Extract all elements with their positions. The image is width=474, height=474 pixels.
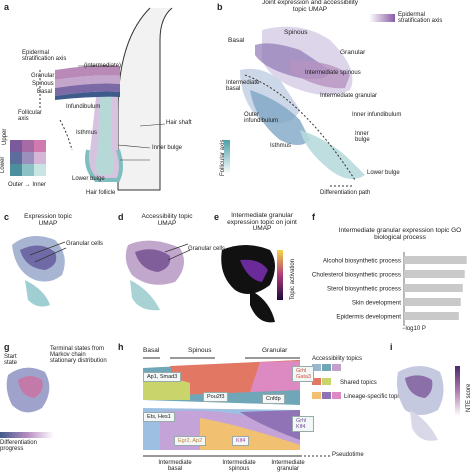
inner-bulge-label: Inner bulge (152, 145, 183, 151)
infundibulum-label: Infundibulum (66, 104, 101, 110)
h-spinous: Spinous (188, 347, 212, 354)
bottom-int-spinous: Intermediate spinous (222, 460, 256, 472)
basal-label: Basal (37, 89, 53, 95)
b-granular: Granular (340, 49, 366, 56)
panel-h-letter: h (118, 342, 124, 352)
go-bar (404, 298, 461, 306)
b-outer-inf: Outer infundibulum (244, 112, 279, 124)
isthmus-label: Isthmus (76, 130, 98, 136)
tf-klf: Klf4 (232, 436, 250, 447)
panel-f-title: Intermediate granular expression topic G… (338, 227, 462, 241)
legend-lin: Lineage-specific topics (344, 394, 405, 400)
panel-c-label: Granular cells (66, 241, 104, 247)
h-basal: Basal (143, 347, 160, 354)
hair-shaft-label: Hair shaft (166, 120, 192, 126)
panel-b-title: Joint expression and accessibility topic… (261, 0, 359, 13)
tf-pou: Pou2f3 (203, 392, 229, 403)
go-bar-label: Skin development (352, 300, 401, 307)
b-int-granular: Intermediate granular (320, 93, 378, 99)
tf-grhl-top: Grhl Gata3 (292, 366, 314, 383)
go-bar-label: Sterol biosynthetic process (327, 286, 401, 293)
panel-e-title: Intermediate granular expression topic o… (227, 212, 297, 232)
intermediate-label: (intermediate) (84, 63, 122, 69)
epidermal-axis-label: Epidermal stratification axis (22, 50, 67, 62)
bottom-int-granular: Intermediate granular (271, 460, 305, 472)
start-state-label: Start state (4, 354, 18, 366)
legend-shared: Shared topics (340, 380, 377, 386)
b-isthmus: Isthmus (270, 143, 292, 149)
b-int-basal: Intermediate basal (226, 80, 260, 92)
panel-d-label: Granular cells (188, 246, 226, 252)
b-spinous: Spinous (284, 29, 308, 36)
granular-label: Granular (31, 73, 55, 79)
tf-egr: Egr2, Ap2 (174, 436, 207, 447)
panel-c-title: Expression topic UMAP (24, 213, 72, 227)
b-int-spinous: Intermediate spinous (305, 70, 361, 76)
bottom-int-basal: Intermediate basal (158, 460, 192, 472)
nte-label: NTE score (466, 383, 472, 412)
spinous-label: Spinous (32, 81, 54, 87)
legend-acc: Accessibility topics (312, 356, 363, 362)
panel-f-letter: f (312, 212, 315, 222)
panel-g-letter: g (4, 342, 10, 352)
panel-a-letter: a (4, 2, 10, 12)
tf-grhl-bot: Grhl Klf4 (292, 416, 314, 433)
b-lower-bulge: Lower bulge (367, 170, 400, 176)
terminal-states-label: Terminal states from Markov chain statio… (50, 346, 107, 364)
go-bar-label: Alcohol biosynthetic process (323, 258, 401, 265)
pseudotime-label: Pseudotime (332, 452, 364, 458)
diff-progress-label: Differentiation progress (0, 440, 37, 452)
panel-i-letter: i (390, 342, 393, 352)
go-bar (404, 284, 463, 292)
go-bar (404, 256, 467, 264)
hair-follicle-label: Hair follicle (86, 190, 116, 196)
h-granular: Granular (262, 347, 288, 354)
panel-f-xlabel: −log10 P (402, 326, 426, 332)
b-diff-path: Differentiation path (320, 190, 371, 196)
b-inner-bulge: Inner bulge (355, 131, 370, 143)
go-bar-label: Epidermis development (336, 314, 401, 321)
panel-d-title: Accessibility topic UMAP (141, 213, 193, 227)
panel-e-letter: e (214, 212, 220, 222)
b-basal: Basal (228, 37, 245, 44)
panel-b-letter: b (217, 2, 223, 12)
lower-bulge-label: Lower bulge (72, 176, 105, 182)
tf-cnfdp: Cnfdp (262, 394, 285, 405)
panel-d-letter: d (118, 212, 124, 222)
go-bar (404, 312, 459, 320)
outer-inner-label: Outer → Inner (8, 182, 47, 188)
b-inner-inf: Inner infundibulum (352, 112, 402, 118)
tf-ap1: Ap1, Smad3 (143, 372, 182, 383)
panel-b-axis-legend: Epidermal stratification axis (398, 12, 443, 24)
panel-c-letter: c (4, 212, 10, 222)
tf-ets: Ets, Hes1 (143, 412, 175, 423)
go-bar-label: Cholesterol biosynthetic process (312, 272, 401, 279)
go-bar (404, 270, 465, 278)
follicular-axis-label: Follicular axis (18, 110, 43, 122)
